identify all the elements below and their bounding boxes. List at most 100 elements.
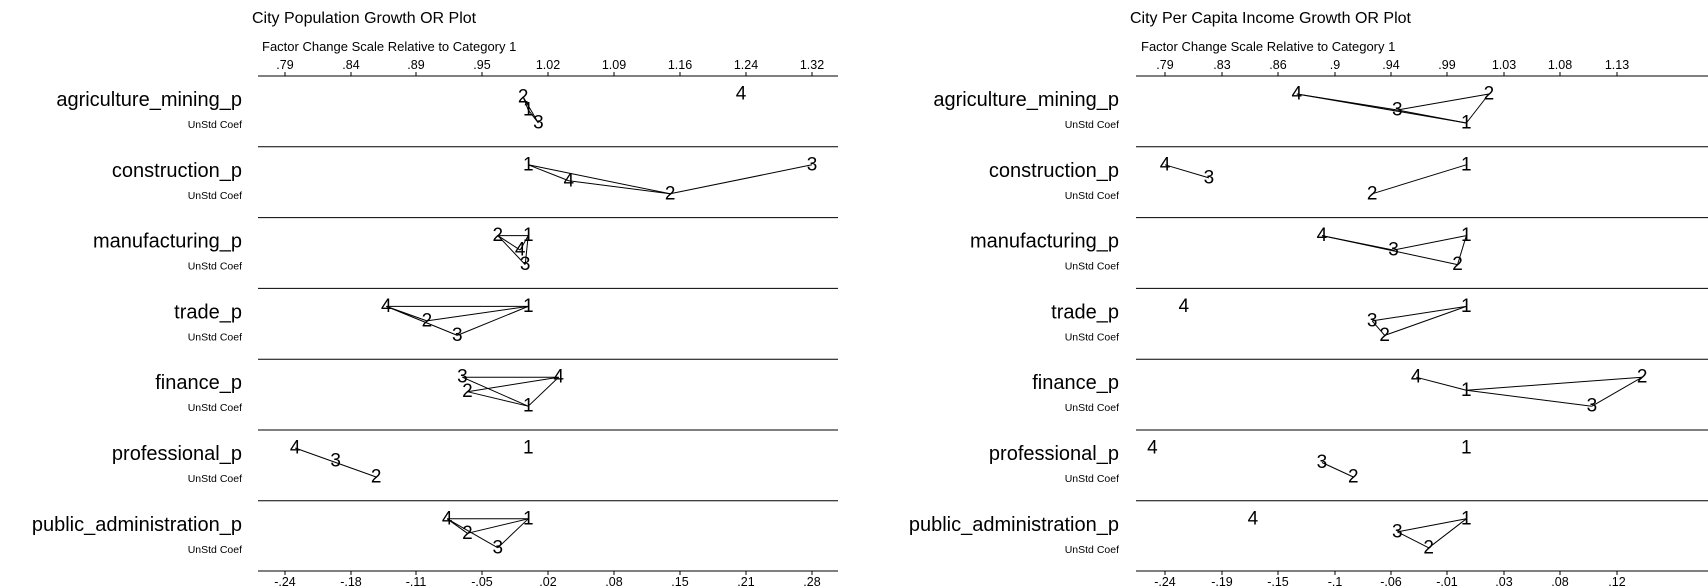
category-connector: [426, 305, 529, 322]
category-marker: 2: [1423, 537, 1434, 558]
category-marker: 4: [1147, 438, 1158, 459]
category-connector: [497, 235, 521, 251]
category-connector: [1296, 93, 1467, 124]
category-marker: 1: [1461, 113, 1472, 134]
category-connector: [1397, 93, 1490, 111]
top-tick-labels: .79 .84 .89 .95 1.02 1.09 1.16 1.24 1.32: [258, 58, 838, 77]
bottom-tick-label: -.01: [1436, 575, 1458, 587]
category-marker: 1: [523, 99, 534, 120]
category-marker: 2: [1484, 84, 1495, 105]
coef-type-label: UnStd Coef: [188, 331, 242, 343]
category-connector: [1397, 531, 1429, 549]
top-tick-labels: .79 .83 .86 .9 .94 .99 1.03 1.08 1.13: [1136, 58, 1708, 77]
coef-type-label: UnStd Coef: [188, 261, 242, 273]
top-tick-label: .84: [342, 58, 359, 72]
bottom-tick-label: .15: [671, 575, 688, 587]
row-public-administration-p: public_administration_p UnStd Coef 1 23 4: [32, 508, 534, 558]
top-tick-label: 1.08: [1548, 58, 1572, 72]
category-connector: [1465, 93, 1490, 124]
category-connector: [519, 235, 529, 251]
category-marker: 2: [462, 523, 473, 544]
category-connector: [1428, 518, 1467, 549]
bottom-tick-label: -.1: [1328, 575, 1343, 587]
category-connector: [467, 391, 529, 407]
category-connector: [528, 164, 671, 195]
category-connector: [527, 376, 559, 407]
category-marker: 2: [1452, 254, 1463, 275]
panel-title: City Population Growth OR Plot: [252, 10, 477, 27]
category-marker: 1: [1461, 296, 1472, 317]
bottom-tick-label: -.24: [274, 575, 296, 587]
coef-type-label: UnStd Coef: [1065, 119, 1119, 131]
category-marker: 4: [515, 240, 526, 261]
variable-label: finance_p: [155, 372, 242, 394]
category-connector: [467, 518, 529, 534]
category-connector: [497, 518, 529, 549]
row-construction-p: construction_p UnStd Coef 1 2 3 4: [989, 154, 1708, 219]
category-marker: 3: [1317, 452, 1328, 473]
category-connector: [1164, 164, 1210, 179]
bottom-tick-label: .03: [1495, 575, 1512, 587]
category-marker: 3: [520, 254, 531, 275]
category-marker: 3: [1388, 240, 1399, 261]
category-connector: [1393, 235, 1467, 251]
category-marker: 1: [523, 508, 534, 529]
category-connector: [1415, 376, 1467, 391]
row-public-administration-p: public_administration_p UnStd Coef 1 23 4: [909, 508, 1472, 558]
coef-type-label: UnStd Coef: [188, 119, 242, 131]
category-connector: [1466, 389, 1592, 407]
coef-type-label: UnStd Coef: [188, 402, 242, 414]
coef-type-label: UnStd Coef: [1065, 190, 1119, 202]
category-connector: [670, 164, 813, 195]
category-marker: 4: [1317, 225, 1328, 246]
category-marker: 3: [1392, 521, 1403, 542]
category-marker: 2: [1637, 367, 1648, 388]
category-connector: [1397, 518, 1467, 533]
row-trade-p: trade_p UnStd Coef 1 23 4: [174, 296, 838, 360]
category-connector: [294, 447, 377, 478]
category-connector: [1384, 305, 1467, 336]
row-professional-p: professional_p UnStd Coef 1 2 3 4: [112, 438, 838, 502]
category-marker: 3: [533, 113, 544, 134]
top-tick-label: .83: [1213, 58, 1230, 72]
category-connector: [497, 235, 526, 265]
category-connector: [462, 376, 529, 407]
bottom-tick-label: -.19: [1211, 575, 1233, 587]
category-marker: 3: [330, 451, 341, 472]
category-marker: 3: [1367, 310, 1378, 331]
top-tick-label: 1.09: [602, 58, 626, 72]
category-marker: 1: [523, 154, 534, 175]
category-connector: [1591, 376, 1643, 407]
category-connector: [568, 180, 671, 195]
top-axis-label: Factor Change Scale Relative to Category…: [262, 39, 516, 54]
bottom-tick-label: .08: [1551, 575, 1568, 587]
variable-label: construction_p: [989, 160, 1119, 182]
category-marker: 1: [1461, 508, 1472, 529]
category-marker: 4: [1248, 508, 1259, 529]
category-marker: 4: [1292, 84, 1303, 105]
category-marker: 1: [523, 296, 534, 317]
category-marker: 2: [493, 225, 504, 246]
variable-label: professional_p: [112, 443, 242, 465]
category-connector: [524, 235, 529, 265]
category-connector: [528, 164, 569, 182]
variable-label: manufacturing_p: [93, 231, 242, 253]
top-tick-label: .9: [1330, 58, 1340, 72]
top-axis-label: Factor Change Scale Relative to Category…: [1141, 39, 1395, 54]
category-connector: [1321, 462, 1354, 478]
category-marker: 1: [1461, 438, 1472, 459]
bottom-tick-label: .28: [803, 575, 820, 587]
category-marker: 3: [493, 537, 504, 558]
top-tick-label: 1.13: [1605, 58, 1629, 72]
category-marker: 1: [523, 438, 534, 459]
variable-label: public_administration_p: [32, 514, 242, 536]
category-marker: 1: [523, 396, 534, 417]
category-marker: 1: [523, 225, 534, 246]
category-marker: 3: [1392, 99, 1403, 120]
category-connector: [1372, 305, 1467, 322]
category-connector: [1321, 235, 1458, 266]
bottom-tick-label: -.15: [1267, 575, 1289, 587]
